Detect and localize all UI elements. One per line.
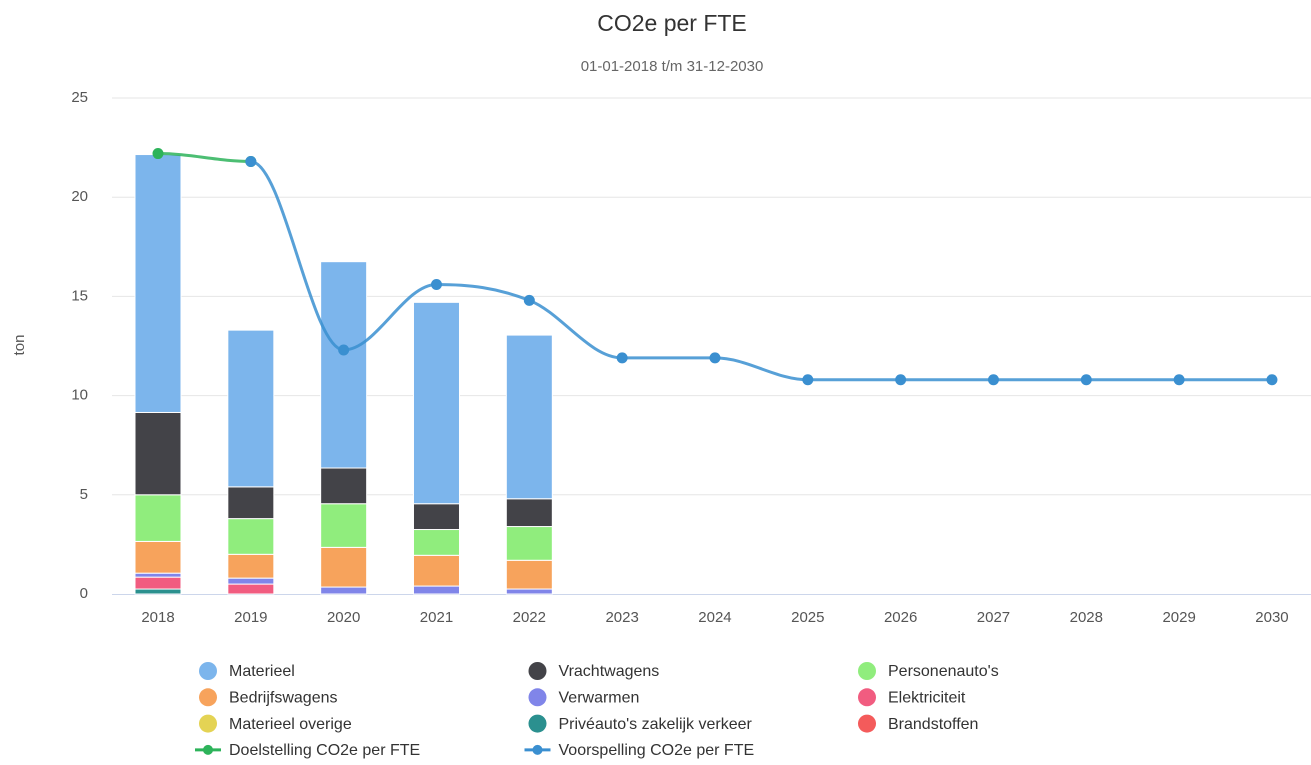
x-tick-label: 2022: [513, 609, 546, 626]
y-tick-label: 0: [80, 585, 88, 602]
x-tick-label: 2030: [1255, 609, 1288, 626]
x-tick-label: 2018: [141, 609, 174, 626]
bar-segment: [134, 576, 182, 590]
legend-symbol: [199, 662, 217, 680]
legend-symbol: [528, 714, 547, 733]
legend-symbol: [858, 662, 876, 680]
line: [157, 152, 251, 163]
bar-segment: [320, 546, 368, 588]
bar-segment: [412, 585, 460, 595]
legend-symbol: [203, 744, 213, 755]
x-tick-label: 2023: [605, 609, 638, 626]
bar-segment: [227, 329, 275, 488]
y-tick-label: 5: [80, 486, 88, 503]
point: [895, 374, 907, 386]
bar-segment: [320, 586, 368, 595]
bar-segment: [505, 588, 553, 595]
x-tick-label: 2029: [1162, 609, 1195, 626]
legend-label: Bedrijfswagens: [229, 690, 338, 707]
bar-segment: [505, 559, 553, 590]
bar-segment: [134, 494, 182, 542]
point: [987, 374, 999, 386]
legend-symbol: [858, 714, 876, 733]
legend-symbol: [532, 744, 543, 755]
point: [430, 278, 442, 290]
bar-segment: [227, 553, 275, 579]
bar-segment: [134, 588, 182, 595]
x-tick-label: 2026: [884, 609, 917, 626]
chart-subtitle: 01-01-2018 t/m 31-12-2030: [581, 58, 764, 75]
point: [709, 352, 721, 364]
point: [152, 148, 164, 160]
legend-label: Personenauto's: [888, 663, 999, 680]
y-tick-label: 15: [71, 287, 88, 304]
y-axis-label: ton: [11, 335, 28, 356]
x-tick-label: 2020: [327, 609, 360, 626]
point: [338, 344, 350, 356]
legend-label: Privéauto's zakelijk verkeer: [559, 716, 753, 733]
legend-symbol: [528, 662, 547, 680]
bar-segment: [320, 467, 368, 505]
bar-segment: [412, 554, 460, 587]
bar-segment: [134, 572, 182, 578]
x-tick-label: 2028: [1070, 609, 1103, 626]
x-tick-label: 2025: [791, 609, 824, 626]
x-tick-label: 2021: [420, 609, 453, 626]
bar-segment: [412, 301, 460, 505]
legend-label: Materieel overige: [229, 716, 352, 733]
bar-segment: [227, 486, 275, 520]
x-tick-label: 2027: [977, 609, 1010, 626]
bar-segment: [227, 583, 275, 595]
point: [802, 374, 814, 386]
legend-label: Doelstelling CO2e per FTE: [229, 742, 420, 759]
legend-symbol: [528, 688, 547, 707]
bar-segment: [505, 526, 553, 561]
bar-segment: [227, 518, 275, 555]
chart-title: CO2e per FTE: [597, 10, 747, 36]
x-tick-label: 2024: [698, 609, 731, 626]
legend-symbol: [858, 688, 876, 707]
point: [523, 294, 535, 306]
y-tick-label: 10: [71, 387, 88, 404]
point: [616, 352, 628, 364]
bar-segment: [412, 529, 460, 556]
point: [1266, 374, 1278, 386]
y-tick-label: 25: [71, 89, 88, 106]
point: [1173, 374, 1185, 386]
legend-label: Elektriciteit: [888, 690, 966, 707]
point: [1080, 374, 1092, 386]
bar-segment: [412, 503, 460, 531]
bar-segment: [505, 498, 553, 528]
legend-label: Voorspelling CO2e per FTE: [559, 742, 755, 759]
y-tick-label: 20: [71, 188, 88, 205]
point: [245, 155, 257, 167]
legend-label: Verwarmen: [559, 690, 640, 707]
legend-label: Vrachtwagens: [559, 663, 660, 680]
bar-segment: [320, 261, 368, 469]
bar-segment: [227, 577, 275, 585]
bar-segment: [320, 503, 368, 548]
bar-segment: [134, 154, 182, 413]
legend-label: Materieel: [229, 663, 295, 680]
bar-segment: [505, 334, 553, 500]
bar-segment: [134, 540, 182, 574]
line: [250, 159, 1272, 382]
bar-segment: [134, 411, 182, 496]
legend-symbol: [199, 688, 217, 707]
legend-symbol: [199, 714, 217, 733]
x-tick-label: 2019: [234, 609, 267, 626]
legend-label: Brandstoffen: [888, 716, 978, 733]
